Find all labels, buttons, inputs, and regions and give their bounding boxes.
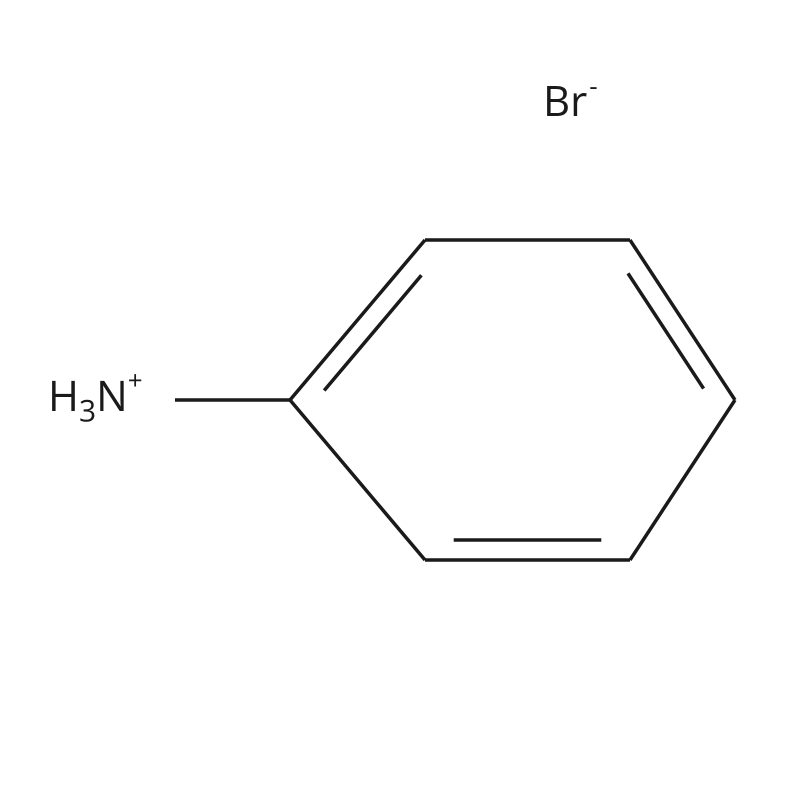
br-charge: - (589, 67, 597, 103)
nh3-subscript: 3 (79, 389, 96, 430)
nh3-label: H3N+ (48, 361, 143, 430)
bond-line (290, 240, 425, 400)
bond-line (324, 275, 421, 390)
nh3-charge: + (128, 361, 143, 397)
bond-line (630, 240, 735, 400)
bond-line (290, 400, 425, 560)
nh3-n: N (96, 367, 128, 424)
br-text: Br (543, 72, 587, 129)
bond-line (628, 273, 704, 388)
bond-line (630, 400, 735, 560)
br-label: Br- (543, 67, 598, 129)
nh3-h: H (48, 367, 79, 424)
molecule-diagram: H3N+ Br- (0, 0, 800, 800)
